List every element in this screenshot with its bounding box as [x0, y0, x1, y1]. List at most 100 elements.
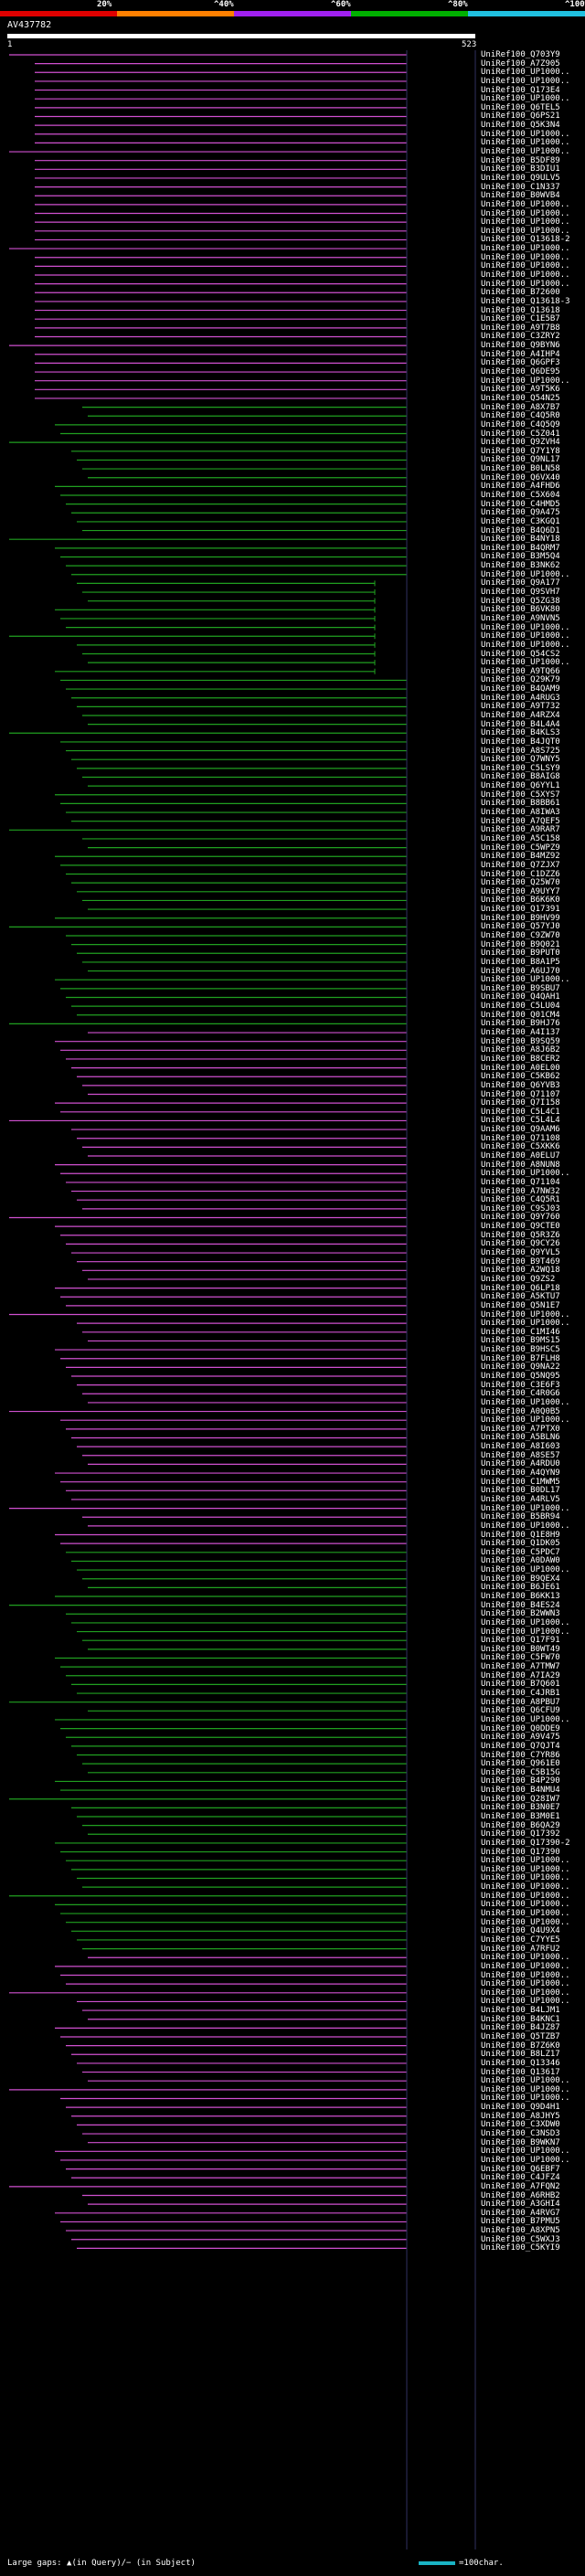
hit-label[interactable]: UniRef100_A5C158	[481, 833, 560, 843]
hit-label[interactable]: UniRef100_Q13618-2	[481, 235, 570, 245]
hit-label[interactable]: UniRef100_Q5K3N4	[481, 121, 560, 131]
hit-label[interactable]: UniRef100_A0ELU7	[481, 1151, 560, 1161]
hit-label[interactable]: UniRef100_C5Z041	[481, 429, 560, 439]
hit-label[interactable]: UniRef100_Q9AAM6	[481, 1125, 560, 1135]
hit-label[interactable]: UniRef100_C3ZRY2	[481, 332, 560, 342]
hit-label[interactable]: UniRef100_B8CER2	[481, 1054, 560, 1064]
hit-label[interactable]: UniRef100_A9TQ66	[481, 666, 560, 676]
hit-label[interactable]: UniRef100_A7IA29	[481, 1670, 560, 1680]
hit-label[interactable]: UniRef100_A8J6B2	[481, 1045, 560, 1055]
hit-label[interactable]: UniRef100_B4QRM7	[481, 543, 560, 553]
hit-label[interactable]: UniRef100_UP1000..	[481, 1565, 570, 1575]
hit-label[interactable]: UniRef100_UP1000..	[481, 1309, 570, 1320]
hit-label[interactable]: UniRef100_C5FW70	[481, 1653, 560, 1663]
hit-label[interactable]: UniRef100_UP1000..	[481, 1909, 570, 1919]
hit-label[interactable]: UniRef100_Q13346	[481, 2058, 560, 2068]
hit-label[interactable]: UniRef100_B4Q6D1	[481, 525, 560, 535]
hit-label[interactable]: UniRef100_A8NUN8	[481, 1160, 560, 1170]
hit-label[interactable]: UniRef100_Q6CFU9	[481, 1706, 560, 1716]
hit-label[interactable]: UniRef100_Q9NL17	[481, 455, 560, 465]
hit-label[interactable]: UniRef100_B4QAM9	[481, 684, 560, 694]
hit-label[interactable]: UniRef100_B9QEX4	[481, 1574, 560, 1584]
hit-label[interactable]: UniRef100_C5LSY9	[481, 763, 560, 773]
hit-label[interactable]: UniRef100_UP1000..	[481, 279, 570, 289]
hit-label[interactable]: UniRef100_B9HJ76	[481, 1019, 560, 1029]
hit-label[interactable]: UniRef100_B9HSC5	[481, 1345, 560, 1355]
hit-label[interactable]: UniRef100_C5X604	[481, 491, 560, 500]
hit-label[interactable]: UniRef100_UP1000..	[481, 94, 570, 104]
hit-label[interactable]: UniRef100_Q9Y760	[481, 1213, 560, 1223]
hit-label[interactable]: UniRef100_UP1000..	[481, 252, 570, 262]
hit-label[interactable]: UniRef100_Q1DK05	[481, 1539, 560, 1549]
hit-label[interactable]: UniRef100_B8AIG8	[481, 772, 560, 782]
hit-label[interactable]: UniRef100_A8SE57	[481, 1450, 560, 1460]
hit-label[interactable]: UniRef100_UP1000..	[481, 76, 570, 86]
hit-label[interactable]: UniRef100_A8PBU7	[481, 1697, 560, 1707]
hit-label[interactable]: UniRef100_B4KLS3	[481, 728, 560, 738]
hit-label[interactable]: UniRef100_C5L4L4	[481, 1116, 560, 1126]
hit-label[interactable]: UniRef100_Q9CTE0	[481, 1222, 560, 1232]
hit-label[interactable]: UniRef100_UP1000..	[481, 658, 570, 668]
hit-label[interactable]: UniRef100_A6RHB2	[481, 2190, 560, 2200]
hit-label[interactable]: UniRef100_UP1000..	[481, 1617, 570, 1627]
hit-label[interactable]: UniRef100_UP1000..	[481, 1521, 570, 1531]
hit-label[interactable]: UniRef100_B4ES24	[481, 1600, 560, 1610]
hit-label[interactable]: UniRef100_C7YR86	[481, 1750, 560, 1760]
hit-label[interactable]: UniRef100_UP1000..	[481, 147, 570, 157]
hit-label[interactable]: UniRef100_B9HV99	[481, 913, 560, 923]
hit-label[interactable]: UniRef100_Q7WNY5	[481, 755, 560, 765]
hit-label[interactable]: UniRef100_Q7I158	[481, 1098, 560, 1108]
hit-label[interactable]: UniRef100_Q17390-2	[481, 1838, 570, 1848]
hit-label[interactable]: UniRef100_Q17390	[481, 1847, 560, 1857]
hit-label[interactable]: UniRef100_A4RVG7	[481, 2208, 560, 2218]
hit-label[interactable]: UniRef100_Q9ULV5	[481, 173, 560, 183]
hit-label[interactable]: UniRef100_B5BR94	[481, 1512, 560, 1522]
hit-label[interactable]: UniRef100_B3N0E7	[481, 1803, 560, 1813]
hit-label[interactable]: UniRef100_Q17392	[481, 1829, 560, 1839]
hit-label[interactable]: UniRef100_UP1000..	[481, 217, 570, 228]
hit-label[interactable]: UniRef100_A8XPN5	[481, 2226, 560, 2236]
hit-label[interactable]: UniRef100_UP1000..	[481, 1891, 570, 1901]
hit-label[interactable]: UniRef100_B6JE61	[481, 1583, 560, 1593]
hit-label[interactable]: UniRef100_Q17F91	[481, 1636, 560, 1646]
hit-label[interactable]: UniRef100_Q54CS2	[481, 649, 560, 659]
hit-label[interactable]: UniRef100_Q6PS21	[481, 111, 560, 122]
hit-label[interactable]: UniRef100_Q5TZB7	[481, 2032, 560, 2041]
hit-label[interactable]: UniRef100_C4HMD5	[481, 499, 560, 509]
hit-label[interactable]: UniRef100_UP1000..	[481, 1988, 570, 1998]
hit-label[interactable]: UniRef100_B0LN58	[481, 464, 560, 474]
hit-label[interactable]: UniRef100_UP1000..	[481, 1979, 570, 1989]
hit-label[interactable]: UniRef100_Q7Y1Y8	[481, 446, 560, 456]
hit-label[interactable]: UniRef100_B6VK80	[481, 605, 560, 615]
hit-label[interactable]: UniRef100_A0Q0B5	[481, 1406, 560, 1416]
hit-label[interactable]: UniRef100_B4NY18	[481, 535, 560, 545]
hit-label[interactable]: UniRef100_A4RUG3	[481, 693, 560, 703]
hit-label[interactable]: UniRef100_UP1000..	[481, 1627, 570, 1637]
hit-label[interactable]: UniRef100_A7NW32	[481, 1186, 560, 1196]
hit-label[interactable]: UniRef100_Q01CM4	[481, 1010, 560, 1020]
hit-label[interactable]: UniRef100_A4QYN9	[481, 1468, 560, 1479]
hit-label[interactable]: UniRef100_UP1000..	[481, 68, 570, 78]
hit-label[interactable]: UniRef100_C4JRB1	[481, 1689, 560, 1699]
hit-label[interactable]: UniRef100_B9WKN7	[481, 2137, 560, 2147]
hit-label[interactable]: UniRef100_UP1000..	[481, 2155, 570, 2165]
hit-label[interactable]: UniRef100_UP1000..	[481, 138, 570, 148]
hit-label[interactable]: UniRef100_Q9SVH7	[481, 588, 560, 598]
hit-label[interactable]: UniRef100_B2WWN3	[481, 1609, 560, 1619]
hit-label[interactable]: UniRef100_B8BB61	[481, 799, 560, 809]
hit-label[interactable]: UniRef100_UP1000..	[481, 1961, 570, 1971]
hit-label[interactable]: UniRef100_A9T7B8	[481, 323, 560, 333]
hit-label[interactable]: UniRef100_C5KB62	[481, 1072, 560, 1082]
hit-label[interactable]: UniRef100_Q13618-3	[481, 296, 570, 306]
hit-label[interactable]: UniRef100_Q1E8H9	[481, 1530, 560, 1540]
hit-label[interactable]: UniRef100_B9T469	[481, 1256, 560, 1267]
hit-label[interactable]: UniRef100_B72600	[481, 288, 560, 298]
hit-label[interactable]: UniRef100_A7RFU2	[481, 1944, 560, 1954]
hit-label[interactable]: UniRef100_C3KGQ1	[481, 516, 560, 526]
hit-label[interactable]: UniRef100_C9ZW70	[481, 931, 560, 940]
hit-label[interactable]: UniRef100_B4MZ92	[481, 852, 560, 862]
hit-label[interactable]: UniRef100_C5B15G	[481, 1767, 560, 1777]
hit-label[interactable]: UniRef100_A9T5K6	[481, 385, 560, 395]
hit-label[interactable]: UniRef100_C9SJ03	[481, 1203, 560, 1214]
hit-label[interactable]: UniRef100_Q6EBF7	[481, 2164, 560, 2174]
